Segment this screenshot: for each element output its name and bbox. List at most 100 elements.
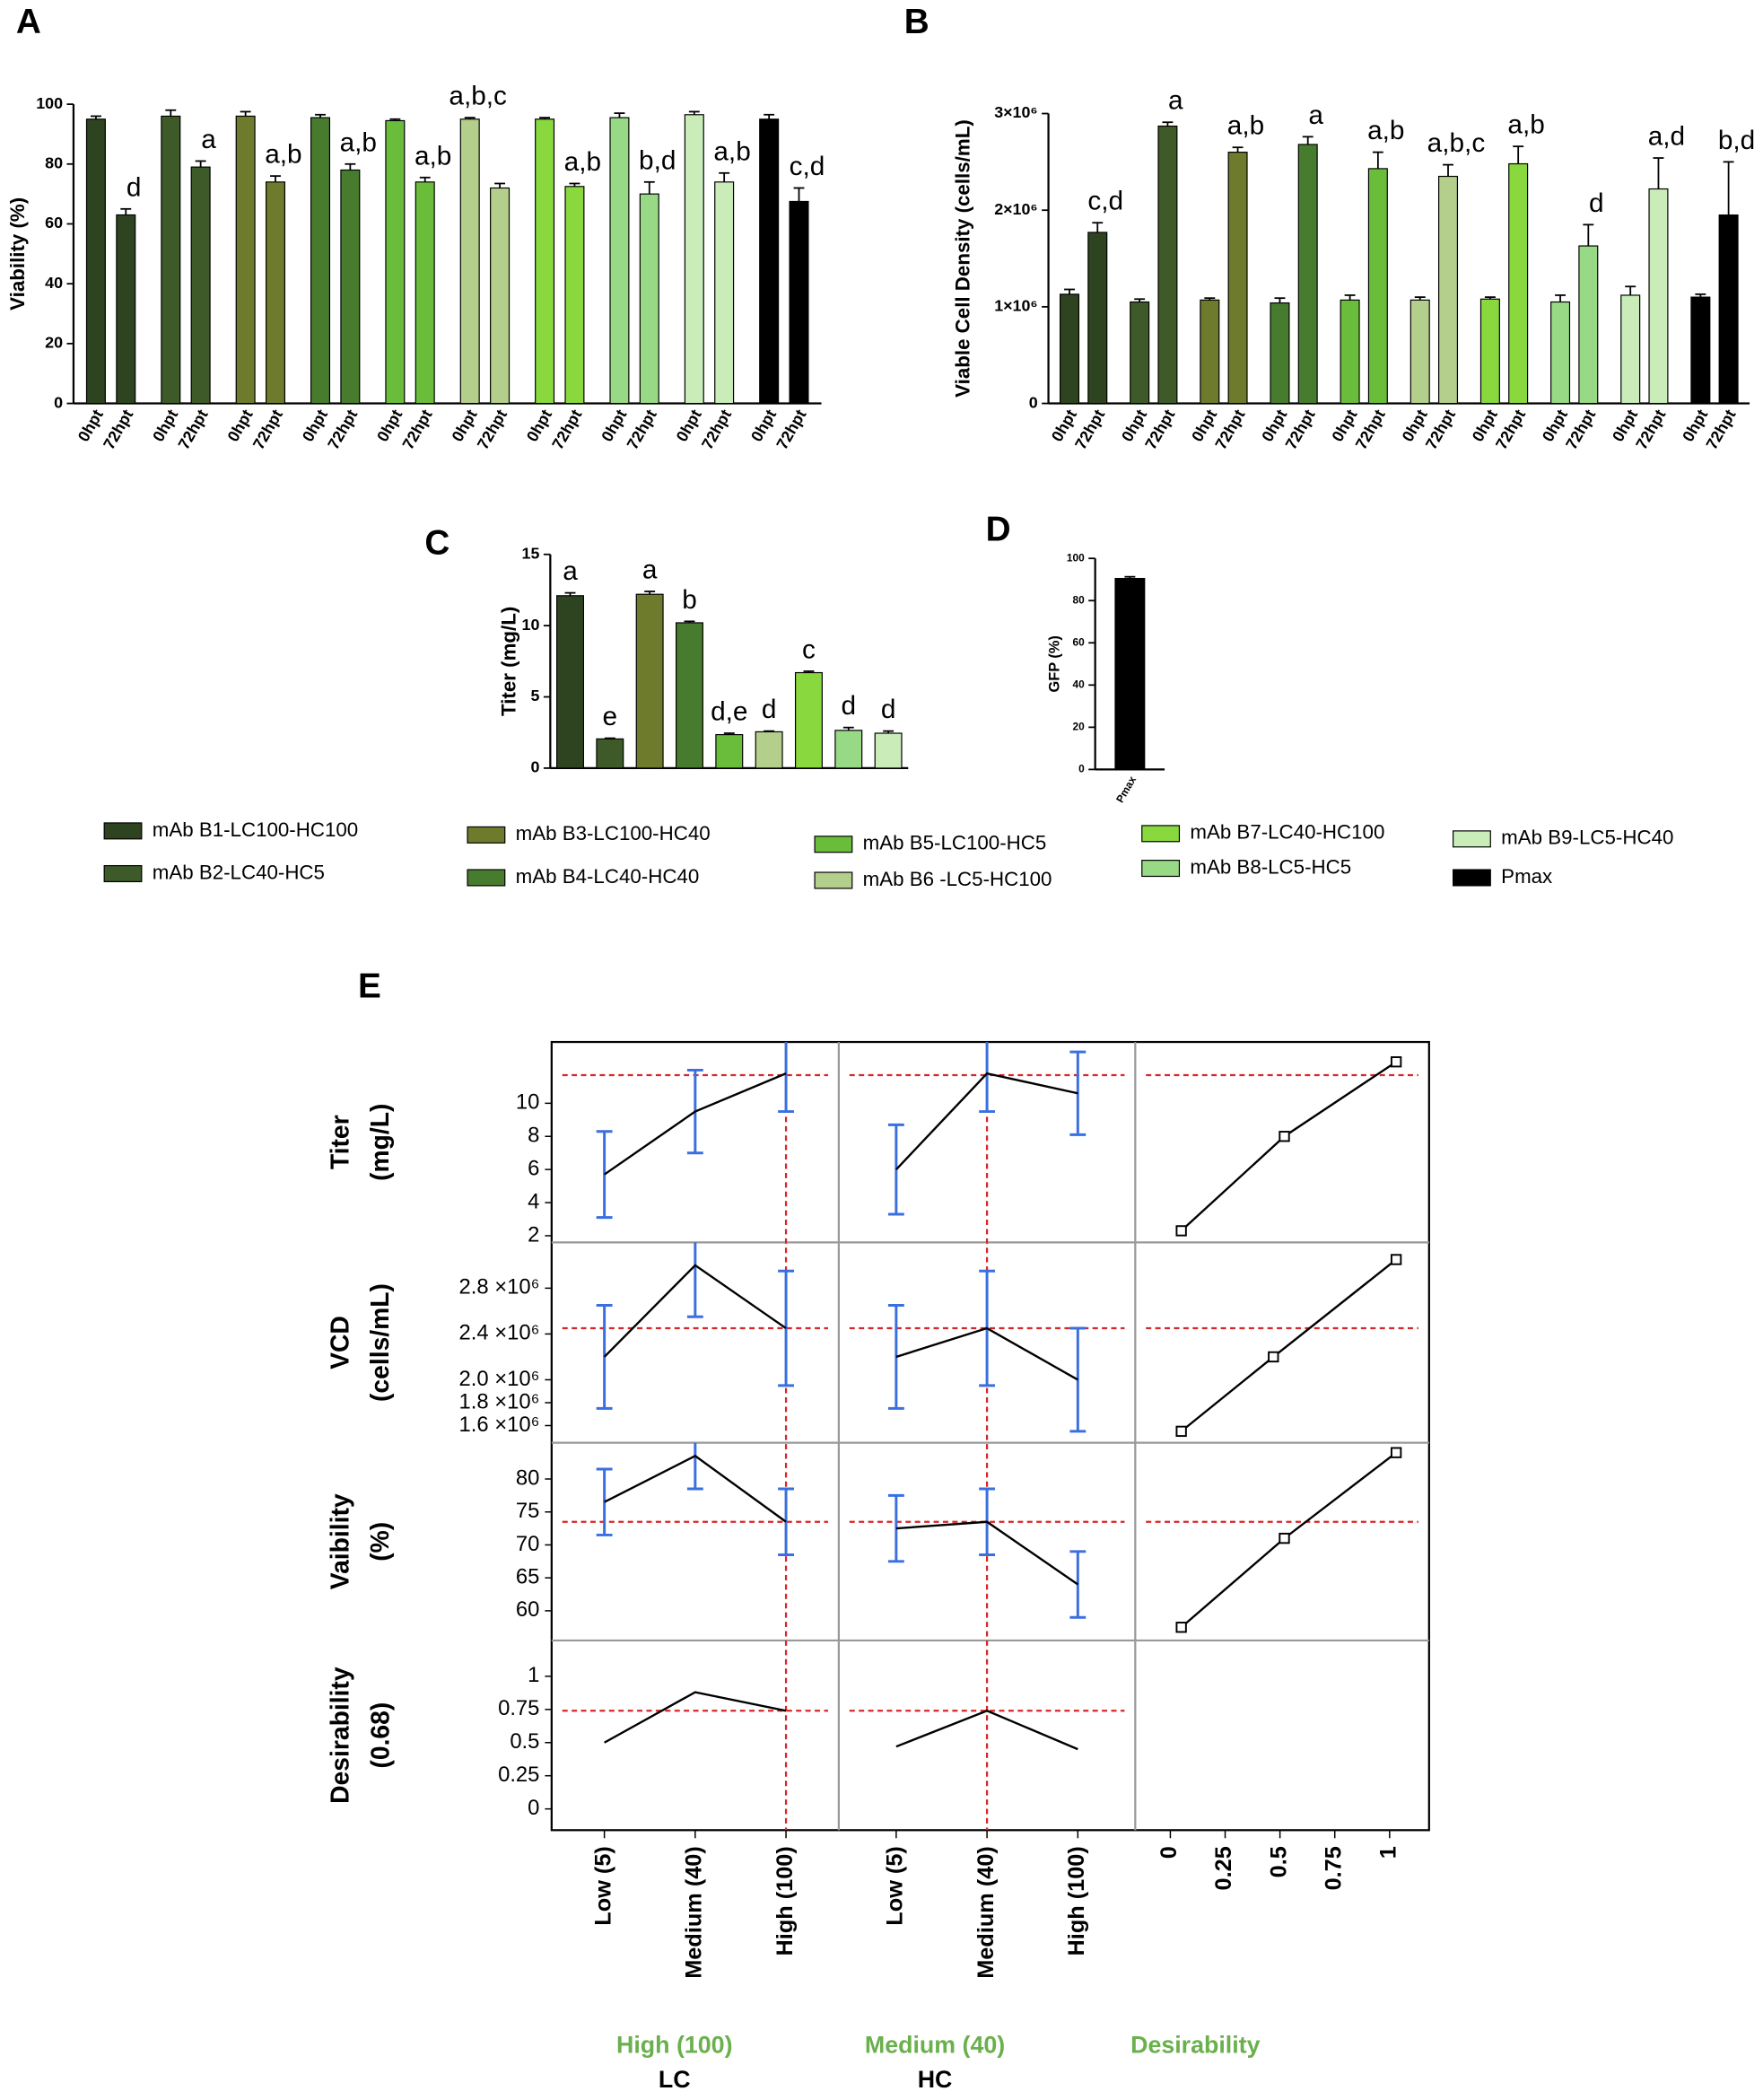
x-tick-label: 0 [1156, 1846, 1182, 1859]
legend-label: mAb B7-LC40-HC100 [1190, 821, 1384, 844]
x-tick-label: Medium (40) [973, 1846, 999, 1979]
panel-letter: C [424, 524, 449, 563]
y-tick-label: 0 [1029, 393, 1038, 411]
bar [675, 622, 703, 769]
significance-label: a,b [1367, 116, 1404, 145]
profile-line [895, 1072, 1078, 1170]
x-tick-label: 72hpt [698, 407, 735, 452]
significance-label: a,b [415, 141, 451, 171]
bar [1438, 175, 1459, 405]
y-tick-label: 15 [522, 544, 540, 562]
marker [1390, 1056, 1402, 1068]
profile-line [895, 1326, 1078, 1381]
bar [1578, 245, 1599, 405]
bar [715, 734, 744, 769]
column-title: Desirability [1130, 2032, 1260, 2059]
significance-label: c [802, 634, 816, 664]
legend-swatch [103, 822, 143, 840]
y-tick-label: 2×10⁶ [994, 200, 1037, 218]
row-title: (%) [365, 1522, 394, 1562]
y-tick-label: 40 [45, 274, 63, 292]
bar [759, 118, 780, 405]
x-tick-label: 0.25 [1211, 1846, 1236, 1890]
bar [340, 169, 361, 405]
significance-label: a,b,c [449, 82, 507, 111]
x-tick-label: 72hpt [249, 407, 286, 452]
significance-label: d [127, 172, 142, 202]
bar [609, 117, 630, 405]
factor-setting: Medium (40) [865, 2032, 1005, 2059]
significance-label: a,d [1648, 122, 1685, 152]
bar [794, 671, 823, 769]
row-title: Desirability [326, 1667, 354, 1804]
significance-label: a,b [265, 140, 301, 170]
x-tick-label: Low (5) [590, 1846, 615, 1926]
bar [265, 181, 286, 405]
y-tick-label: 2.4 ×10⁶ [459, 1321, 540, 1345]
x-tick-label: Pmax [1113, 774, 1139, 805]
legend-label: mAb B6 -LC5-HC100 [863, 868, 1052, 890]
y-tick-label: 40 [1073, 678, 1086, 690]
row-title: VCD [326, 1316, 354, 1369]
legend-label: Pmax [1501, 865, 1552, 888]
marker [1279, 1532, 1290, 1544]
profile-line [1180, 1258, 1397, 1432]
legend-label: mAb B4-LC40-HC40 [516, 865, 700, 888]
row-title: (cells/mL) [365, 1283, 394, 1402]
y-axis-title: Viability (%) [6, 197, 29, 311]
y-tick-label: 65 [516, 1564, 539, 1588]
significance-label: b,d [1718, 126, 1755, 155]
legend-swatch [1141, 860, 1181, 878]
x-tick-label: 72hpt [399, 407, 436, 452]
significance-label: d [842, 691, 857, 721]
significance-label: b [682, 585, 697, 615]
y-tick-label: 1.8 ×10⁶ [459, 1389, 540, 1413]
legend-swatch [814, 836, 853, 853]
bar [535, 118, 555, 405]
y-tick-label: 6 [528, 1156, 539, 1180]
profiler-frame [550, 1040, 1430, 1832]
profile-line [895, 1520, 1078, 1586]
x-tick-label: 0.75 [1321, 1846, 1346, 1890]
marker [1175, 1622, 1187, 1633]
significance-label: a [1308, 101, 1323, 130]
bar [874, 732, 903, 769]
marker [1175, 1425, 1187, 1438]
bar [635, 593, 664, 769]
y-tick-label: 0 [54, 393, 63, 411]
y-tick-label: 0.5 [510, 1729, 539, 1754]
y-tick-label: 60 [516, 1597, 539, 1622]
panel-letter: A [16, 3, 41, 41]
bar [1297, 144, 1318, 405]
factor-setting: High (100) [616, 2032, 732, 2059]
y-tick-label: 0 [528, 1796, 539, 1820]
legend-swatch [814, 871, 853, 889]
y-tick-label: 10 [516, 1090, 539, 1115]
bar [1114, 577, 1146, 771]
x-tick-label: 72hpt [624, 407, 660, 452]
significance-label: a [563, 556, 578, 586]
x-tick-label: 72hpt [474, 407, 511, 452]
row-title: (0.68) [365, 1702, 394, 1769]
y-axis-title: Titer (mg/L) [498, 607, 520, 716]
bar [1367, 168, 1388, 405]
bar [85, 118, 106, 405]
y-tick-label: 70 [516, 1532, 539, 1556]
significance-label: a,b,c [1427, 128, 1486, 158]
marker [1268, 1351, 1279, 1363]
panel-letter: E [358, 967, 381, 1006]
bar [235, 115, 256, 405]
bar [490, 187, 511, 405]
x-tick-label: 72hpt [548, 407, 585, 452]
y-tick-label: 0.25 [498, 1763, 539, 1787]
bar [1620, 294, 1641, 405]
bar [1690, 296, 1711, 405]
bar [1508, 162, 1529, 405]
legend-swatch [103, 864, 143, 883]
y-tick-label: 2.0 ×10⁶ [459, 1367, 540, 1391]
x-tick-label: 72hpt [772, 407, 809, 452]
y-tick-label: 80 [1073, 593, 1086, 606]
bar [1157, 125, 1178, 405]
significance-label: a [642, 556, 658, 585]
legend-label: mAb B9-LC5-HC40 [1501, 827, 1673, 849]
